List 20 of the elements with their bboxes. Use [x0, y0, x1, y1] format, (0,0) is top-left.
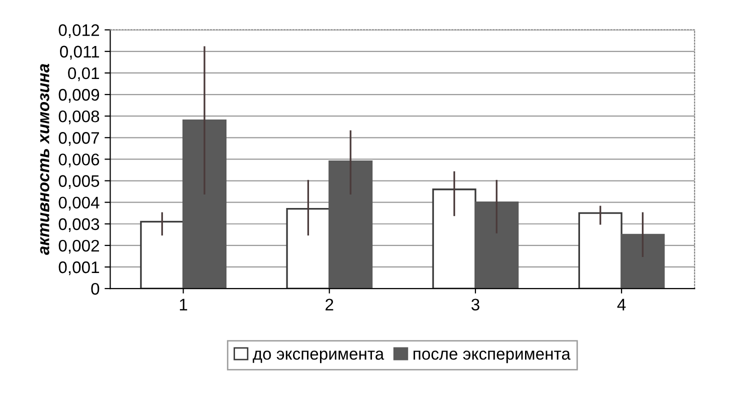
y-tick-label: 0,005 — [58, 175, 100, 189]
y-tick-label: 0,009 — [58, 88, 100, 103]
y-tick-label: 0,002 — [58, 240, 99, 254]
x-tick-label: 1 — [180, 298, 188, 310]
y-tick-label: 0,012 — [58, 24, 99, 38]
legend-label: после эксперимента — [414, 350, 571, 364]
y-tick-label: 0,006 — [58, 154, 100, 168]
y-tick-label: 0,004 — [58, 196, 100, 210]
y-tick-label: 0,001 — [58, 261, 100, 276]
x-tick-label: 2 — [326, 298, 334, 310]
y-tick-label: 0 — [91, 282, 100, 295]
y-axis-title: активность химозина — [40, 64, 50, 255]
y-tick-label: 0,008 — [58, 110, 100, 124]
y-tick-label: 0,011 — [60, 46, 100, 60]
y-tick-label: 0,003 — [58, 218, 100, 232]
y-tick-label: 0,01 — [68, 67, 100, 82]
legend-label: до эксперимента — [252, 350, 384, 364]
y-tick-label: 0,007 — [58, 132, 99, 146]
x-tick-label: 4 — [617, 298, 626, 310]
x-tick-label: 3 — [471, 298, 480, 311]
